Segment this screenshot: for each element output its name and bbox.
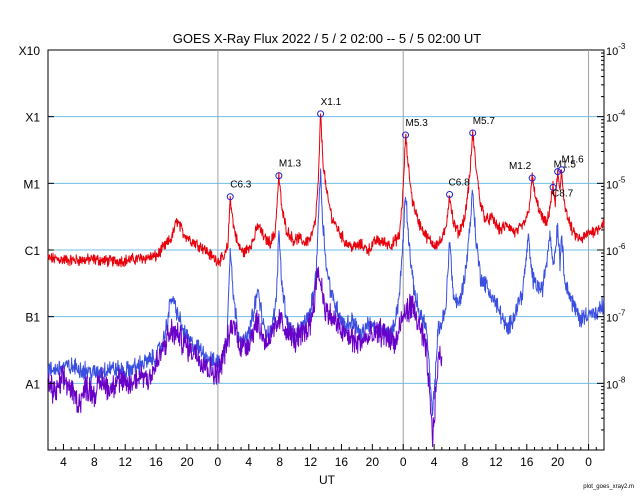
right-axis-label: 10-3 [606, 42, 626, 58]
series-line-short [47, 168, 605, 417]
flare-label: X1.1 [321, 97, 342, 108]
flare-label: C6.8 [449, 177, 471, 188]
x-axis-tick-label: 8 [91, 455, 98, 469]
left-axis-label: M1 [23, 177, 40, 191]
flare-markers: C6.3 M1.3 X1.1 M5.3 C6.8 M5.7 M1.2 C8.7 M1.5M1.6 [226, 97, 585, 201]
x-axis-tick-label: 0 [585, 455, 592, 469]
flare-label: M5.7 [473, 116, 496, 127]
flare-label: M1.6 [562, 155, 585, 166]
x-axis-tick-label: 12 [489, 455, 503, 469]
x-axis-tick-label: 12 [304, 455, 318, 469]
x-axis-label: UT [319, 473, 336, 487]
x-axis: 4 8 12 16 20 0 4 8 12 16 20 0 4 8 12 16 20 0 [47, 444, 605, 469]
left-axis-label: X10 [19, 44, 41, 58]
x-axis-tick-label: 20 [551, 455, 565, 469]
x-axis-tick-label: 12 [119, 455, 133, 469]
flare-label: M5.3 [406, 118, 429, 129]
x-axis-tick-label: 4 [431, 455, 438, 469]
right-flux-axis: 10-3 10-4 10-5 10-6 10-7 10-8 [597, 42, 626, 431]
flare-marker [554, 168, 562, 176]
left-class-axis: X10 X1 M1 C1 B1 A1 [19, 44, 54, 391]
flare-marker [469, 129, 477, 137]
flare-marker [549, 183, 557, 191]
flare-label: M1.5 [554, 160, 577, 171]
flare-marker [528, 174, 536, 182]
series-line-short-secondary [47, 266, 443, 448]
flux-series [47, 113, 605, 448]
day-boundary-lines [217, 50, 590, 450]
flare-marker [226, 193, 234, 201]
left-axis-label: C1 [25, 244, 41, 258]
x-axis-tick-label: 16 [149, 455, 163, 469]
right-axis-label: 10-6 [606, 242, 626, 258]
credit-text: plot_goes_xray2.m [583, 484, 634, 490]
x-axis-tick-label: 4 [245, 455, 252, 469]
right-axis-label: 10-5 [606, 175, 626, 191]
flare-marker [446, 190, 454, 198]
x-axis-tick-label: 0 [400, 455, 407, 469]
flare-label: M1.3 [279, 159, 302, 170]
class-gridlines [48, 116, 604, 384]
flare-label: C8.7 [552, 188, 574, 199]
series-line-long [47, 113, 605, 268]
flare-marker [558, 166, 566, 174]
right-axis-label: 10-4 [606, 109, 626, 125]
left-axis-label: X1 [25, 111, 40, 125]
x-axis-tick-label: 16 [520, 455, 534, 469]
flare-marker [275, 172, 283, 180]
flare-marker [317, 110, 325, 118]
x-axis-tick-label: 0 [215, 455, 222, 469]
flare-label: M1.2 [509, 161, 532, 172]
right-axis-label: 10-7 [606, 309, 626, 325]
flare-label: C6.3 [230, 180, 252, 191]
x-axis-tick-label: 8 [276, 455, 283, 469]
right-axis-label: 10-8 [606, 375, 626, 391]
x-axis-tick-label: 16 [335, 455, 349, 469]
chart-title: GOES X-Ray Flux 2022 / 5 / 2 02:00 -- 5 … [173, 31, 482, 46]
x-axis-tick-label: 20 [366, 455, 380, 469]
x-axis-tick-label: 4 [60, 455, 67, 469]
x-axis-tick-label: 8 [462, 455, 469, 469]
left-axis-label: A1 [25, 377, 40, 391]
left-axis-label: B1 [25, 311, 40, 325]
x-axis-tick-label: 20 [180, 455, 194, 469]
flare-marker [402, 131, 410, 139]
